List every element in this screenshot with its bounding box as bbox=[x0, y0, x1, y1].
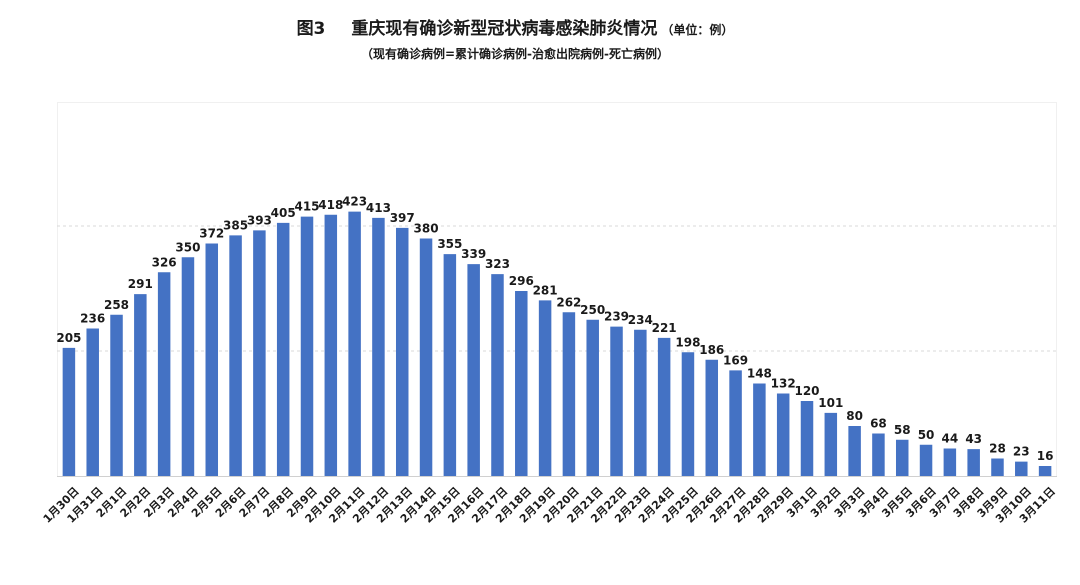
bar bbox=[205, 243, 219, 476]
data-label: 296 bbox=[509, 274, 534, 288]
data-label: 221 bbox=[652, 321, 677, 335]
bar bbox=[324, 214, 338, 476]
data-label: 239 bbox=[604, 310, 629, 324]
bar bbox=[134, 294, 147, 476]
bar bbox=[562, 312, 576, 476]
data-label: 234 bbox=[628, 313, 653, 327]
bar bbox=[372, 217, 385, 476]
bar bbox=[586, 319, 599, 476]
bar bbox=[443, 254, 457, 476]
bar bbox=[467, 264, 480, 476]
bar bbox=[62, 347, 76, 476]
data-label: 44 bbox=[942, 432, 959, 446]
data-label: 68 bbox=[870, 417, 887, 431]
data-label: 405 bbox=[271, 206, 296, 220]
bar bbox=[610, 326, 623, 476]
data-label: 198 bbox=[675, 335, 700, 349]
bar bbox=[229, 235, 242, 476]
bar bbox=[967, 449, 980, 476]
data-label: 397 bbox=[390, 211, 415, 225]
bar bbox=[515, 291, 528, 476]
bar bbox=[705, 359, 719, 476]
bar bbox=[872, 433, 885, 476]
data-label: 16 bbox=[1037, 449, 1054, 463]
data-label: 339 bbox=[461, 247, 486, 261]
bar bbox=[800, 401, 814, 476]
bar bbox=[943, 448, 957, 476]
data-label: 393 bbox=[247, 213, 272, 227]
data-label: 101 bbox=[818, 396, 843, 410]
bar bbox=[824, 412, 838, 476]
chart-unit: （单位：例） bbox=[661, 23, 734, 37]
plot-area-frame bbox=[57, 102, 1057, 477]
data-label: 132 bbox=[771, 377, 796, 391]
data-label: 80 bbox=[846, 409, 863, 423]
chart-subtitle: （现有确诊病例=累计确诊病例-治愈出院病例-死亡病例） bbox=[360, 47, 670, 61]
data-label: 350 bbox=[175, 240, 200, 254]
data-label: 58 bbox=[894, 423, 911, 437]
chart-header: 图3 重庆现有确诊新型冠状病毒感染肺炎情况 （单位：例） bbox=[0, 14, 1030, 39]
data-label: 326 bbox=[152, 255, 177, 269]
data-label: 281 bbox=[533, 283, 558, 297]
bar bbox=[276, 222, 290, 476]
chart-title: 重庆现有确诊新型冠状病毒感染肺炎情况 bbox=[351, 19, 658, 39]
data-label: 250 bbox=[580, 303, 605, 317]
data-label: 291 bbox=[128, 277, 153, 291]
bar bbox=[86, 328, 99, 476]
bar bbox=[1015, 461, 1028, 476]
data-label: 380 bbox=[414, 222, 439, 236]
bar bbox=[634, 329, 647, 476]
bar bbox=[753, 383, 766, 476]
data-label: 385 bbox=[223, 218, 248, 232]
data-label: 258 bbox=[104, 298, 129, 312]
data-label: 23 bbox=[1013, 445, 1030, 459]
bar bbox=[895, 439, 909, 476]
data-label: 205 bbox=[56, 331, 81, 345]
data-label: 28 bbox=[989, 442, 1006, 456]
bar bbox=[1038, 466, 1052, 476]
data-label: 323 bbox=[485, 257, 510, 271]
bar bbox=[419, 238, 433, 476]
data-label: 423 bbox=[342, 195, 367, 209]
data-label: 415 bbox=[294, 200, 319, 214]
bar bbox=[348, 211, 361, 476]
bar bbox=[681, 352, 695, 476]
data-label: 418 bbox=[318, 198, 343, 212]
data-label: 355 bbox=[437, 237, 462, 251]
bar bbox=[110, 314, 123, 476]
data-label: 413 bbox=[366, 201, 391, 215]
bar bbox=[538, 300, 552, 476]
data-label: 169 bbox=[723, 353, 748, 367]
data-label: 372 bbox=[199, 227, 224, 241]
bar bbox=[776, 393, 790, 476]
bar bbox=[181, 257, 195, 476]
data-label: 236 bbox=[80, 312, 105, 326]
bar bbox=[848, 426, 861, 476]
bar bbox=[253, 230, 266, 476]
data-label: 43 bbox=[965, 432, 982, 446]
bar bbox=[729, 370, 742, 476]
bar bbox=[657, 337, 671, 476]
data-label: 262 bbox=[556, 295, 581, 309]
bar bbox=[919, 444, 933, 476]
bar bbox=[300, 216, 314, 476]
data-label: 50 bbox=[918, 428, 935, 442]
bar bbox=[157, 272, 171, 476]
bar bbox=[491, 274, 504, 476]
bar bbox=[991, 458, 1004, 476]
data-label: 120 bbox=[794, 384, 819, 398]
data-label: 186 bbox=[699, 343, 724, 357]
bar bbox=[395, 227, 409, 476]
data-label: 148 bbox=[747, 367, 772, 381]
figure-number: 图3 bbox=[296, 19, 326, 39]
